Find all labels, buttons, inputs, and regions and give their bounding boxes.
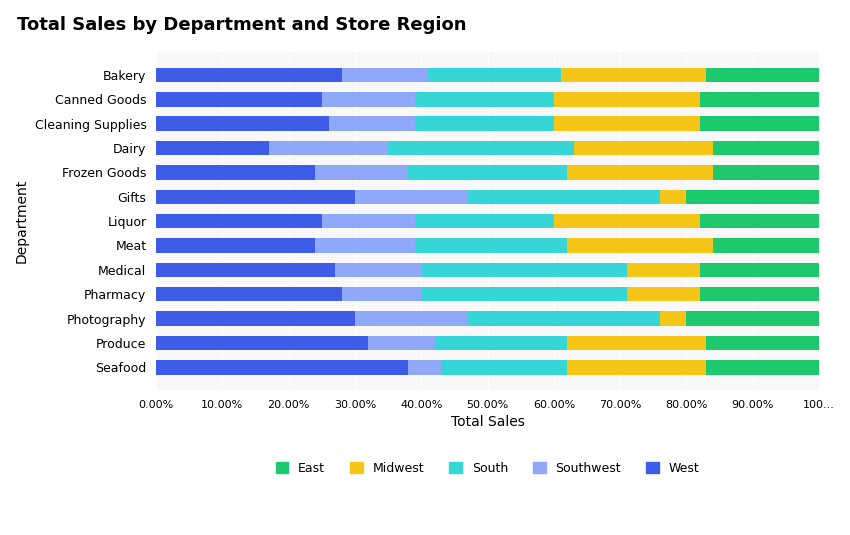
Bar: [660, 189, 687, 204]
Bar: [567, 335, 706, 350]
Bar: [156, 360, 408, 374]
Bar: [156, 141, 269, 156]
Bar: [700, 287, 819, 302]
Bar: [328, 117, 415, 131]
Bar: [567, 238, 713, 253]
Bar: [554, 214, 700, 228]
Bar: [315, 238, 415, 253]
Bar: [434, 335, 567, 350]
Bar: [322, 92, 415, 107]
Bar: [567, 360, 706, 374]
Bar: [713, 141, 819, 156]
Bar: [156, 214, 322, 228]
Bar: [156, 263, 335, 277]
Bar: [156, 335, 368, 350]
Bar: [554, 92, 700, 107]
Y-axis label: Department: Department: [15, 179, 29, 263]
Bar: [342, 287, 422, 302]
Bar: [388, 141, 574, 156]
Bar: [441, 360, 567, 374]
Bar: [700, 263, 819, 277]
Bar: [468, 189, 660, 204]
Bar: [415, 92, 554, 107]
Bar: [355, 189, 468, 204]
Bar: [560, 68, 706, 82]
Bar: [156, 238, 315, 253]
Bar: [428, 68, 560, 82]
Bar: [156, 117, 328, 131]
Bar: [700, 92, 819, 107]
Bar: [700, 214, 819, 228]
Bar: [415, 214, 554, 228]
Bar: [554, 117, 700, 131]
Bar: [156, 311, 355, 326]
Bar: [422, 263, 626, 277]
Bar: [368, 335, 434, 350]
Bar: [335, 263, 422, 277]
Bar: [700, 117, 819, 131]
Bar: [415, 117, 554, 131]
Bar: [706, 360, 819, 374]
Bar: [706, 335, 819, 350]
Bar: [269, 141, 388, 156]
Bar: [706, 68, 819, 82]
Bar: [156, 287, 342, 302]
Bar: [713, 238, 819, 253]
Bar: [468, 311, 660, 326]
Legend: East, Midwest, South, Southwest, West: East, Midwest, South, Southwest, West: [271, 457, 705, 480]
X-axis label: Total Sales: Total Sales: [450, 415, 524, 429]
Bar: [626, 287, 700, 302]
Bar: [408, 360, 441, 374]
Bar: [415, 238, 567, 253]
Bar: [156, 92, 322, 107]
Bar: [322, 214, 415, 228]
Bar: [315, 165, 408, 180]
Bar: [156, 165, 315, 180]
Bar: [408, 165, 567, 180]
Bar: [156, 189, 355, 204]
Bar: [342, 68, 428, 82]
Bar: [422, 287, 626, 302]
Text: Total Sales by Department and Store Region: Total Sales by Department and Store Regi…: [17, 16, 467, 34]
Bar: [687, 189, 819, 204]
Bar: [626, 263, 700, 277]
Bar: [687, 311, 819, 326]
Bar: [355, 311, 468, 326]
Bar: [713, 165, 819, 180]
Bar: [660, 311, 687, 326]
Bar: [567, 165, 713, 180]
Bar: [156, 68, 342, 82]
Bar: [574, 141, 713, 156]
